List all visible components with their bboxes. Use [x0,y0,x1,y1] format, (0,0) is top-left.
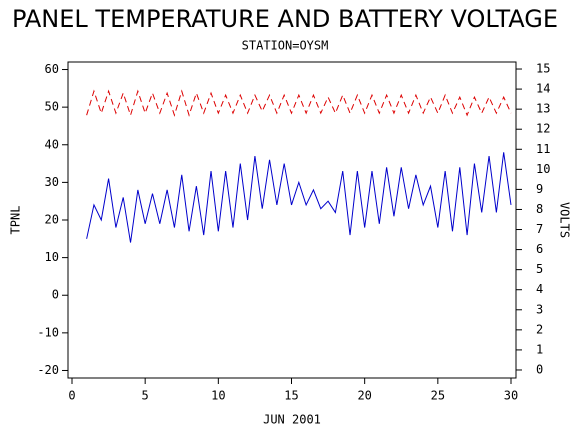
x-tick-label: 20 [357,389,371,403]
y-tick-label: -10 [37,325,59,339]
chart-subtitle: STATION=OYSM [242,39,329,53]
y-tick-label: 30 [45,175,59,189]
y2-tick-label: 0 [536,362,543,376]
y2-axis-label: VOLTS [558,202,570,238]
y2-tick-label: 6 [536,242,543,256]
y2-tick-label: 7 [536,222,543,236]
y-axis-label: TPNL [9,206,23,235]
y2-tick-label: 11 [536,142,550,156]
y-tick-label: 40 [45,137,59,151]
y2-tick-label: 5 [536,262,543,276]
y2-tick-label: 2 [536,322,543,336]
series-line [86,152,512,243]
y2-tick-label: 4 [536,282,543,296]
y2-tick-label: 15 [536,62,550,76]
y2-tick-label: 13 [536,102,550,116]
plot-frame [67,61,517,379]
y-tick-label: 10 [45,250,59,264]
x-tick-label: 10 [211,389,225,403]
y2-tick-label: 14 [536,82,550,96]
y2-tick-label: 9 [536,182,543,196]
x-tick-label: 30 [504,389,518,403]
x-axis-label: JUN 2001 [263,413,321,427]
y2-tick-label: 8 [536,202,543,216]
series-line [86,89,512,117]
x-tick-label: 15 [284,389,298,403]
y-tick-label: 60 [45,62,59,76]
x-tick-label: 0 [68,389,75,403]
y2-tick-label: 12 [536,122,550,136]
y-tick-label: 0 [52,288,59,302]
y2-tick-label: 10 [536,162,550,176]
y2-tick-label: 1 [536,342,543,356]
y-tick-label: 50 [45,100,59,114]
x-tick-label: 5 [142,389,149,403]
y-tick-label: 20 [45,213,59,227]
x-tick-label: 25 [431,389,445,403]
y-tick-label: -20 [37,363,59,377]
chart-title: PANEL TEMPERATURE AND BATTERY VOLTAGE [12,5,558,33]
y2-tick-label: 3 [536,302,543,316]
